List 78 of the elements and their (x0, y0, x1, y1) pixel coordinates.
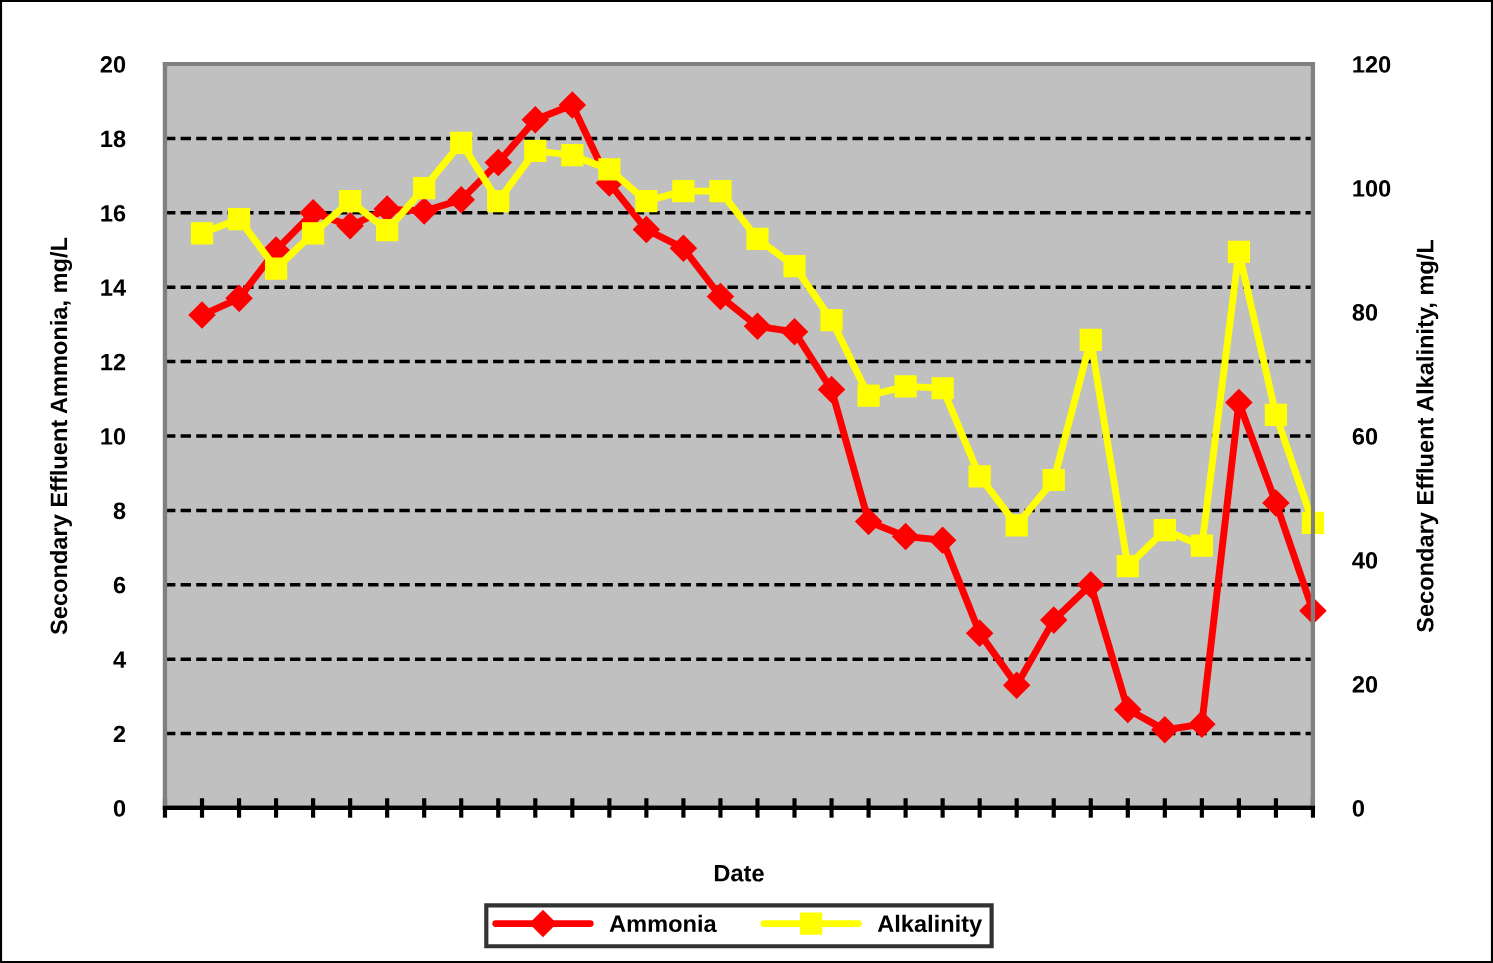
point (820, 308, 843, 332)
point (855, 508, 883, 536)
y-tick-label: 16 (101, 204, 126, 222)
y2-tick-label: 60 (1352, 428, 1378, 445)
point (561, 144, 584, 167)
point (1151, 716, 1179, 744)
y-tick-label: 12 (101, 353, 126, 371)
y2-tick-label: 0 (1352, 800, 1364, 817)
point (1264, 403, 1288, 427)
point (1079, 328, 1102, 352)
point (410, 197, 438, 225)
point (1005, 514, 1028, 537)
point (336, 212, 364, 240)
legend-label: Alkalinity (877, 914, 983, 937)
y-tick-label: 10 (101, 428, 126, 445)
point (892, 522, 920, 550)
point (1077, 571, 1105, 599)
point (301, 222, 325, 245)
point (1153, 519, 1176, 542)
point (413, 176, 436, 200)
point (264, 257, 288, 280)
point (929, 526, 957, 554)
y2-axis-title: Secondary Effluent Alkalinity, mg/L (1416, 239, 1439, 633)
y-axis-title: Secondary Effluent Ammonia, mg/L (49, 237, 73, 635)
y2-tick-label: 100 (1353, 180, 1391, 197)
point (225, 284, 253, 312)
point (783, 255, 806, 278)
point (1040, 606, 1068, 634)
y-tick-label: 6 (113, 576, 126, 594)
y2-tick-label: 40 (1352, 552, 1378, 569)
legend-label: Ammonia (609, 914, 717, 933)
point (706, 283, 734, 310)
point (598, 158, 621, 181)
point (781, 318, 808, 346)
point (450, 131, 473, 154)
point (966, 619, 994, 647)
point (672, 180, 695, 203)
point (1116, 555, 1139, 578)
point (521, 106, 549, 134)
point (968, 465, 991, 488)
point (558, 91, 586, 119)
point (857, 384, 880, 407)
y-tick-label: 8 (113, 502, 126, 520)
y-tick-label: 18 (101, 130, 126, 148)
point (744, 312, 771, 340)
point (188, 301, 216, 329)
point (1188, 710, 1216, 738)
point (709, 180, 732, 203)
point (1042, 468, 1065, 492)
point (632, 216, 660, 244)
y-tick-label: 2 (113, 725, 126, 743)
y2-tick-label: 80 (1352, 304, 1378, 321)
point (524, 139, 547, 162)
point (376, 219, 399, 242)
point (339, 189, 362, 213)
point (190, 222, 214, 245)
point (1227, 240, 1250, 263)
y2-tick-label: 20 (1352, 676, 1378, 693)
point (818, 376, 846, 403)
y2-tick-label: 120 (1353, 56, 1391, 73)
point (1262, 489, 1290, 517)
point (227, 207, 251, 231)
point (484, 149, 512, 177)
y-tick-label: 20 (100, 56, 126, 73)
point (931, 377, 954, 400)
point (894, 375, 917, 398)
point (1190, 534, 1213, 557)
point (487, 189, 510, 213)
y-tick-label: 4 (113, 651, 126, 668)
y-tick-label: 0 (113, 800, 126, 817)
y-tick-label: 14 (101, 279, 126, 296)
point (1003, 671, 1031, 699)
point (1114, 695, 1142, 723)
point (669, 234, 697, 262)
point (746, 227, 769, 250)
point (635, 189, 658, 213)
x-axis-title: Date (714, 865, 764, 882)
point (447, 186, 475, 214)
